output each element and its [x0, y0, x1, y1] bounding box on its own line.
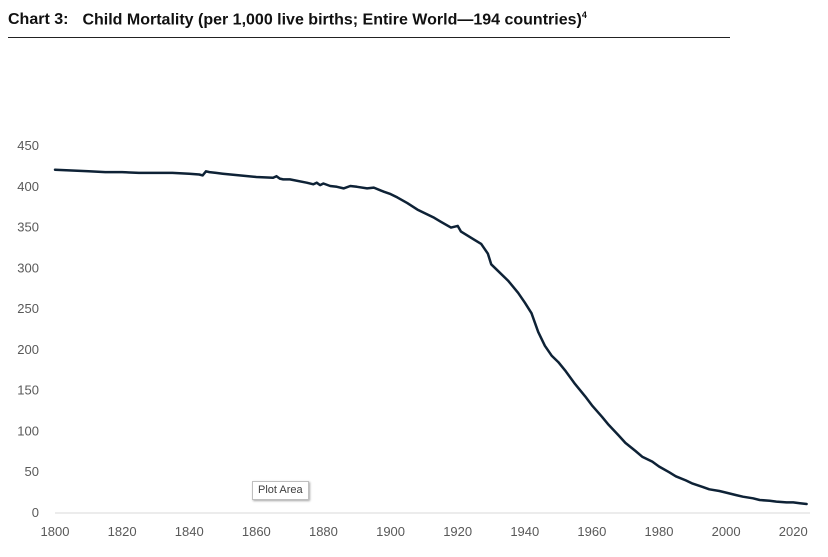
- y-tick-label: 200: [17, 342, 39, 357]
- chart-title: Chart 3: Child Mortality (per 1,000 live …: [8, 10, 730, 29]
- x-tick-label: 1860: [242, 524, 271, 539]
- x-tick-label: 1820: [108, 524, 137, 539]
- y-tick-label: 400: [17, 179, 39, 194]
- x-tick-label: 1900: [376, 524, 405, 539]
- plot-area[interactable]: [53, 168, 808, 506]
- y-tick-label: 300: [17, 260, 39, 275]
- x-tick-label: 1980: [645, 524, 674, 539]
- chart-title-bar: Chart 3: Child Mortality (per 1,000 live …: [8, 10, 730, 39]
- chart-number: Chart 3:: [8, 11, 69, 29]
- y-tick-label: 450: [17, 138, 39, 153]
- plot-area-tooltip: Plot Area: [252, 481, 309, 500]
- x-tick-label: 1920: [443, 524, 472, 539]
- y-tick-label: 350: [17, 220, 39, 235]
- x-tick-label: 1840: [175, 524, 204, 539]
- y-axis: 0 50 100 150 200 250 300 350 400 450: [17, 138, 39, 520]
- y-tick-label: 0: [32, 505, 39, 520]
- x-tick-label: 1960: [577, 524, 606, 539]
- x-tick-label: 2020: [779, 524, 808, 539]
- footnote-marker: 4: [581, 10, 587, 20]
- chart-title-text: Child Mortality (per 1,000 live births; …: [82, 11, 582, 29]
- x-tick-label: 1800: [41, 524, 70, 539]
- y-tick-label: 100: [17, 423, 39, 438]
- x-axis: 1800 1820 1840 1860 1880 1900 1920 1940 1960 1980…: [41, 524, 808, 539]
- y-tick-label: 150: [17, 383, 39, 398]
- series-line[interactable]: [53, 168, 808, 506]
- y-tick-label: 250: [17, 301, 39, 316]
- y-tick-label: 50: [25, 464, 39, 479]
- x-tick-label: 2000: [712, 524, 741, 539]
- x-tick-label: 1940: [510, 524, 539, 539]
- x-tick-label: 1880: [309, 524, 338, 539]
